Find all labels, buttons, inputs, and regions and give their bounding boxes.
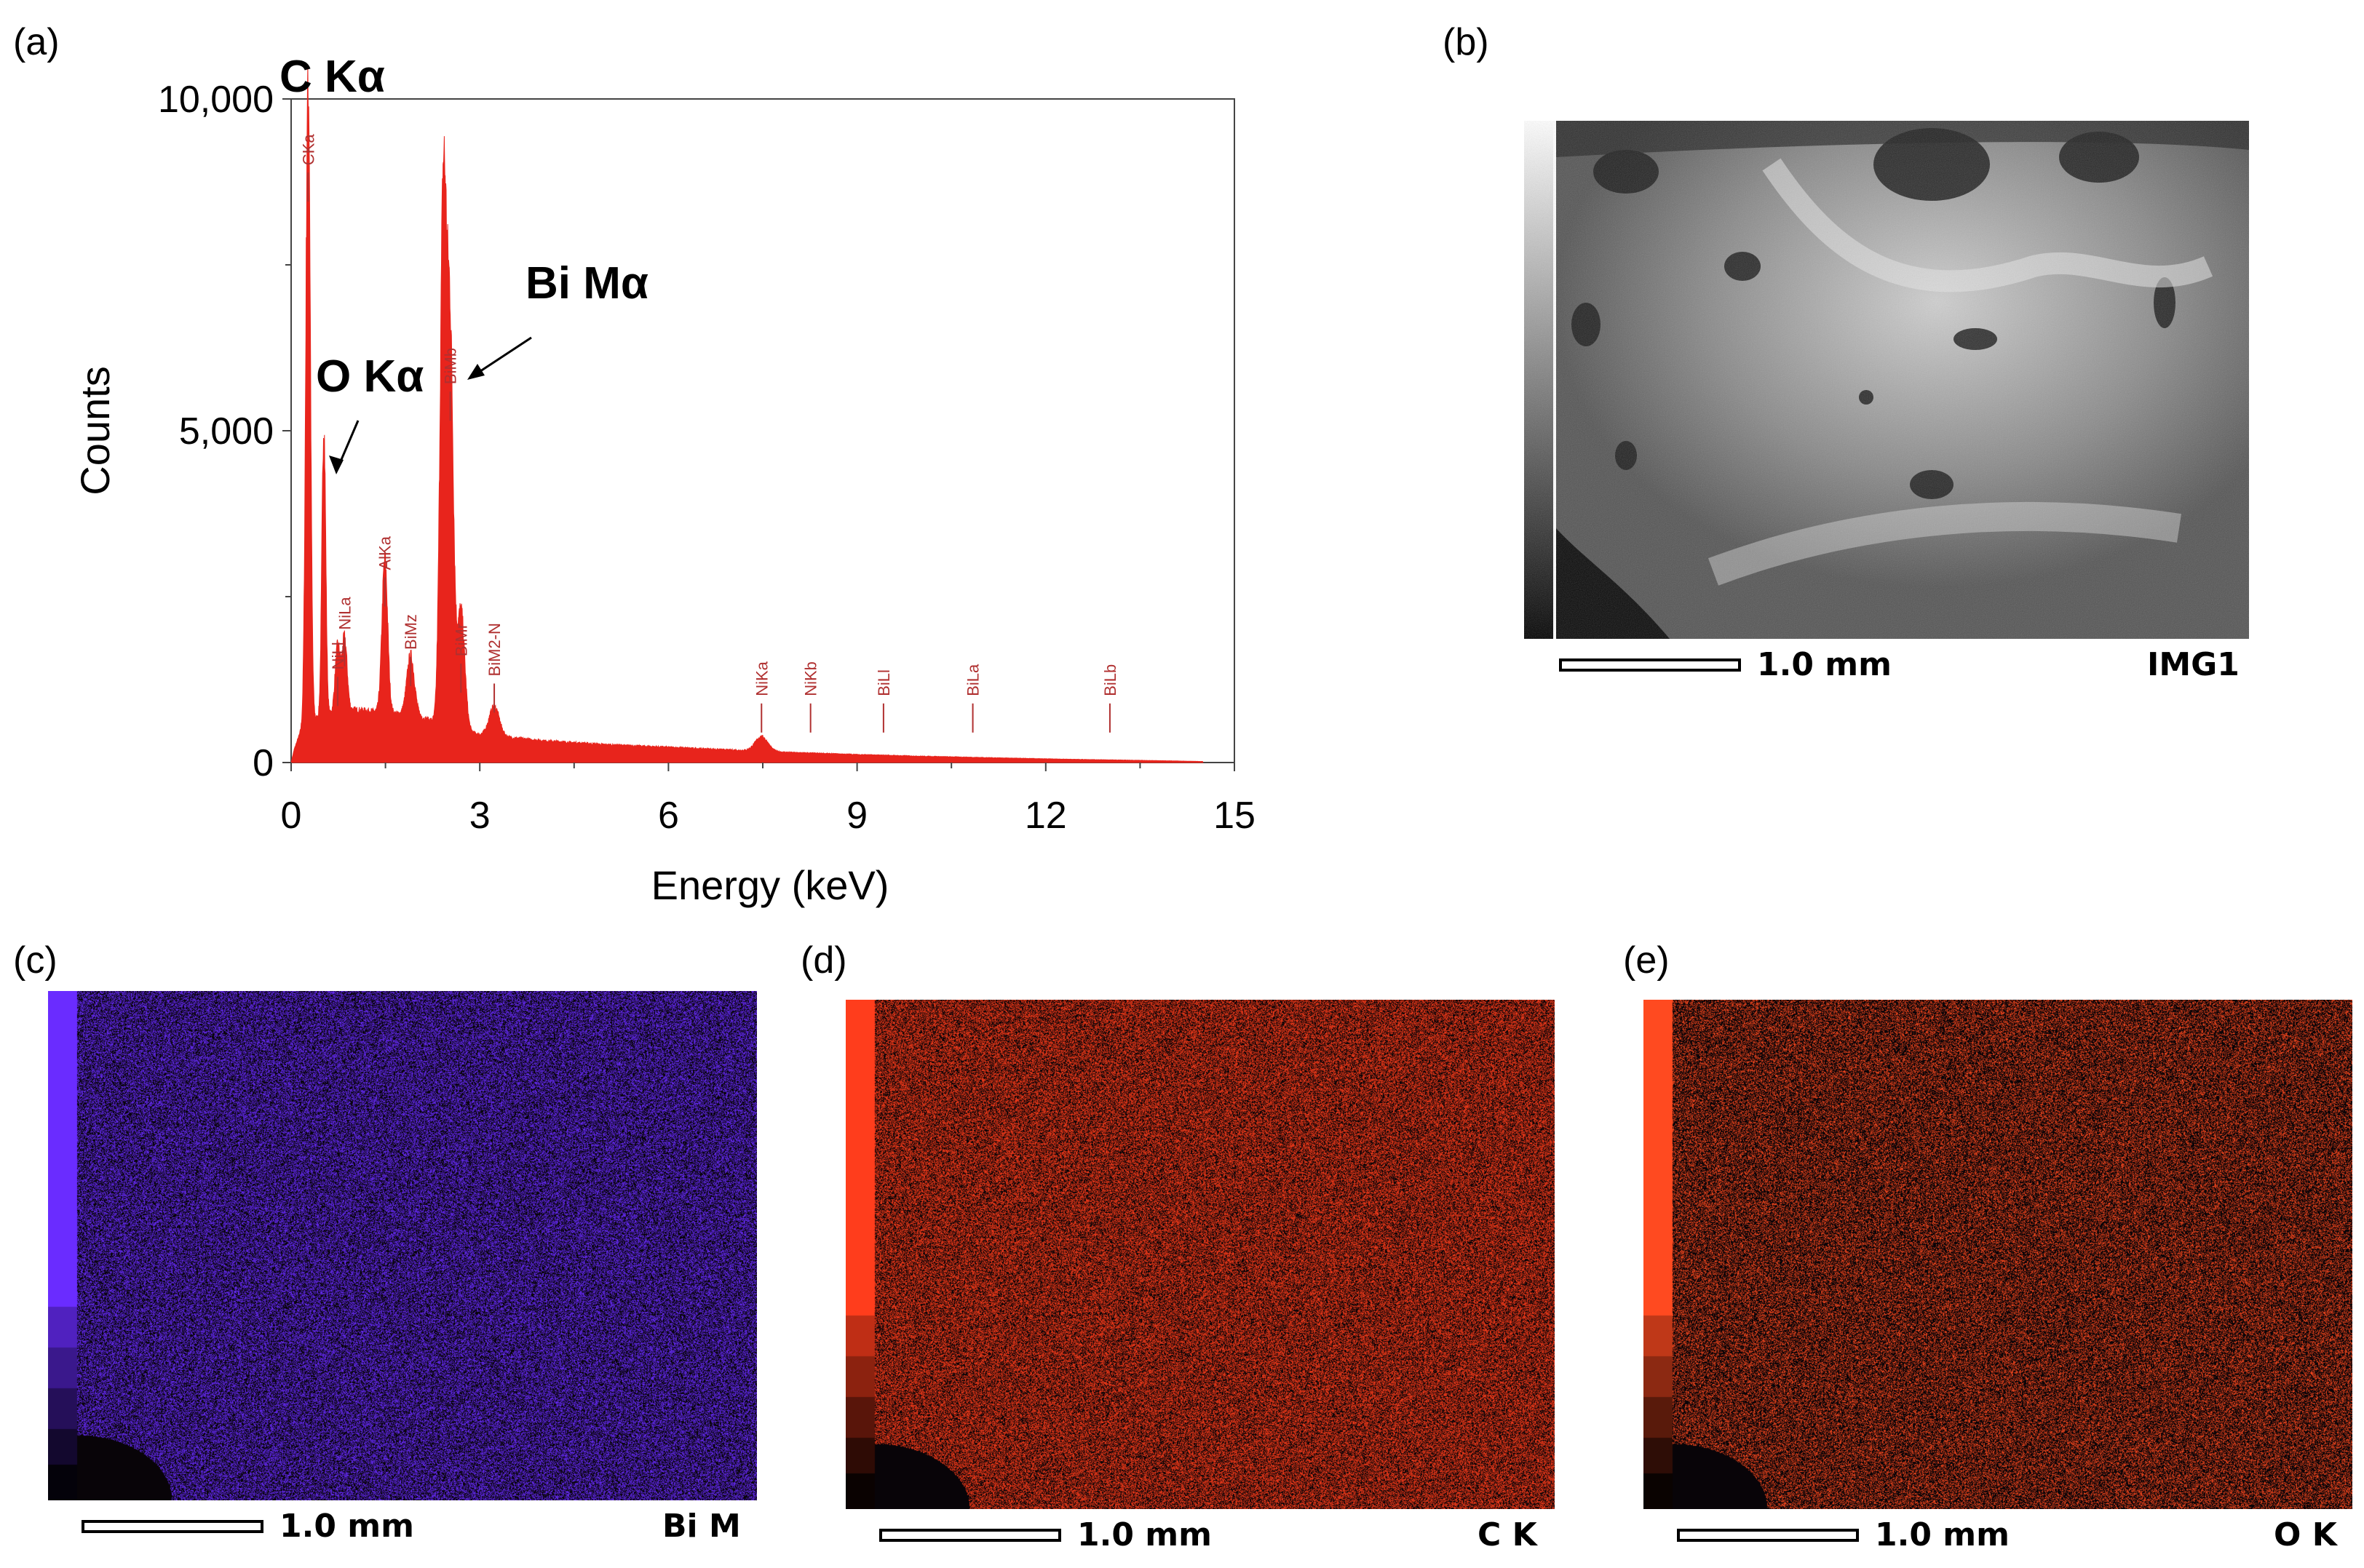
o-map-panel	[1643, 1000, 2352, 1509]
annotation-c-ka: C Kα	[279, 52, 385, 102]
y-tick-label: 10,000	[158, 79, 274, 121]
scale-bar-rect	[1677, 1528, 1859, 1542]
peak-label: BiLa	[964, 664, 983, 696]
y-tick-label: 0	[253, 742, 274, 784]
y-tick-label: 5,000	[179, 410, 274, 453]
bi-map-panel	[48, 991, 757, 1500]
x-tick-label: 9	[846, 795, 868, 837]
peak-label: BiMb	[442, 348, 460, 384]
o-k-map	[1643, 1000, 2352, 1509]
panel-label-d: (d)	[801, 939, 847, 982]
scale-bar-text: 1.0 mm	[1875, 1516, 2010, 1553]
c-k-map	[846, 1000, 1555, 1509]
map-name-b: IMG1	[2147, 646, 2240, 683]
scale-bar-text: 1.0 mm	[1757, 646, 1892, 683]
x-tick-label: 3	[469, 795, 491, 837]
annotation-arrowhead-bi	[467, 364, 485, 380]
scale-bar-b: 1.0 mm	[1559, 646, 1892, 683]
panel-label-b: (b)	[1443, 21, 1489, 63]
x-tick-label: 12	[1025, 795, 1067, 837]
peak-label: CKa	[299, 134, 317, 166]
scale-bar-rect	[1559, 658, 1741, 672]
x-tick-label: 0	[281, 795, 302, 837]
peak-label: BiLl	[875, 669, 893, 696]
scale-bar-e: 1.0 mm	[1677, 1516, 2010, 1553]
peak-label: BiMr	[452, 624, 470, 656]
map-name-d: C K	[1478, 1516, 1537, 1553]
scale-bar-d: 1.0 mm	[879, 1516, 1212, 1553]
map-name-e: O K	[2274, 1516, 2337, 1553]
x-tick-label: 15	[1213, 795, 1256, 837]
scale-bar-text: 1.0 mm	[1077, 1516, 1212, 1553]
panel-label-c: (c)	[13, 939, 57, 982]
sem-image-panel	[1524, 121, 2249, 639]
panel-label-a: (a)	[13, 21, 60, 63]
c-map-panel	[846, 1000, 1555, 1509]
scale-bar-rect	[82, 1519, 263, 1533]
sem-texture	[1556, 121, 2249, 639]
spectrum-series	[290, 65, 1204, 763]
scale-bar-c: 1.0 mm	[82, 1508, 414, 1545]
peak-label: BiLb	[1101, 664, 1119, 696]
scale-bar-text: 1.0 mm	[279, 1508, 414, 1545]
peak-label: BiM2-N	[485, 623, 504, 676]
sem-gray-scale-strip	[1524, 121, 1553, 639]
bi-m-map	[48, 991, 757, 1500]
peak-label: NiKa	[753, 661, 771, 696]
peak-label: AlKa	[376, 536, 394, 570]
scale-bar-rect	[879, 1528, 1061, 1542]
x-axis-label: Energy (keV)	[651, 862, 889, 908]
annotation-bi-ma: Bi Mα	[525, 258, 648, 309]
annotation-o-ka: O Kα	[316, 351, 424, 402]
peak-label: BiMz	[402, 614, 420, 650]
eds-spectrum-chart: 0 3 6 9 12 15 0 5,000 10,000 Energy (keV) Counts CK…	[72, 52, 1256, 908]
y-axis-label: Counts	[72, 366, 118, 495]
annotation-arrowhead-o	[329, 455, 344, 474]
map-name-c: Bi M	[662, 1508, 741, 1545]
x-tick-label: 6	[658, 795, 679, 837]
sem-image	[1524, 121, 2249, 639]
peak-label: NiKb	[802, 661, 820, 696]
annotation-arrow-bi	[471, 336, 532, 378]
panel-label-e: (e)	[1623, 939, 1670, 982]
peak-label: NiLa	[336, 597, 354, 630]
